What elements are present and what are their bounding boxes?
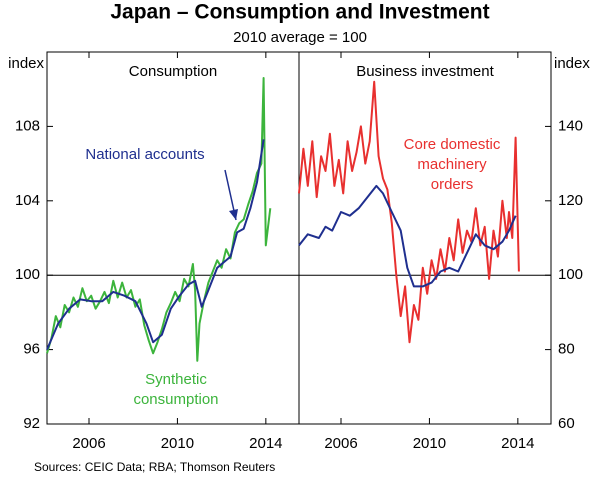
y-tick-label: 108 bbox=[15, 117, 40, 134]
panel-frame bbox=[46, 51, 300, 425]
series-line bbox=[298, 184, 517, 288]
x-tick-label: 2014 bbox=[249, 435, 282, 452]
y-tick-label: 80 bbox=[558, 341, 575, 358]
y-tick-label: 96 bbox=[23, 341, 40, 358]
series-label: orders bbox=[431, 176, 474, 193]
series-label: National accounts bbox=[85, 146, 204, 163]
x-tick-label: 2014 bbox=[501, 435, 534, 452]
y-tick-label: 100 bbox=[558, 266, 583, 283]
series-label: Synthetic bbox=[145, 371, 207, 388]
y-tick-label: 140 bbox=[558, 117, 583, 134]
x-tick-label: 2006 bbox=[324, 435, 357, 452]
series-label: consumption bbox=[133, 391, 218, 408]
series-label: machinery bbox=[417, 156, 487, 173]
y-axis-label: index bbox=[8, 55, 44, 72]
chart-subtitle: 2010 average = 100 bbox=[233, 29, 367, 46]
x-tick-label: 2006 bbox=[72, 435, 105, 452]
series-label: Core domestic bbox=[404, 136, 501, 153]
y-tick-label: 92 bbox=[23, 415, 40, 432]
series-line bbox=[298, 80, 520, 344]
panel-title: Consumption bbox=[129, 63, 217, 80]
series-line bbox=[46, 139, 265, 350]
x-tick-label: 2010 bbox=[413, 435, 446, 452]
arrow-head bbox=[229, 209, 238, 220]
chart-title: Japan – Consumption and Investment bbox=[110, 1, 489, 24]
x-tick-label: 2010 bbox=[161, 435, 194, 452]
panel-title: Business investment bbox=[356, 63, 494, 80]
series-line bbox=[46, 77, 272, 362]
y-tick-label: 104 bbox=[15, 192, 40, 209]
panel-frame bbox=[298, 51, 552, 425]
y-axis-label: index bbox=[554, 55, 590, 72]
y-tick-label: 60 bbox=[558, 415, 575, 432]
y-tick-label: 120 bbox=[558, 192, 583, 209]
source: Sources: CEIC Data; RBA; Thomson Reuters bbox=[34, 460, 275, 474]
y-tick-label: 100 bbox=[15, 266, 40, 283]
